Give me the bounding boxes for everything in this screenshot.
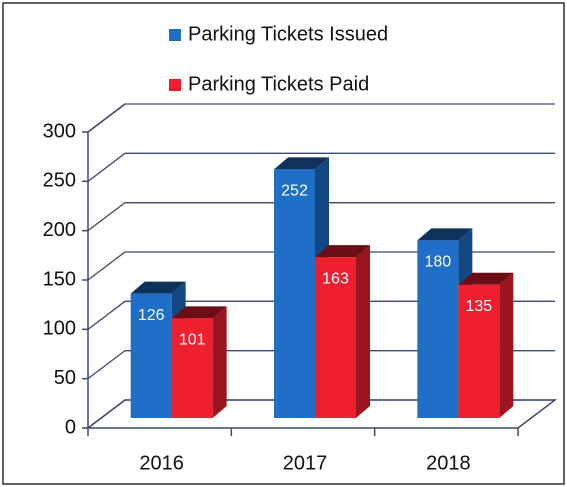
bar-front — [171, 318, 213, 418]
bar-top — [315, 245, 370, 258]
y-tick-label: 250 — [43, 170, 76, 192]
bar-side — [212, 306, 227, 418]
bar-top — [171, 306, 227, 319]
legend-swatch — [169, 79, 181, 91]
bar-front — [274, 169, 315, 418]
value-label: 101 — [179, 332, 206, 349]
y-tick-label: 150 — [43, 268, 76, 290]
x-tick-label: 2016 — [139, 452, 184, 474]
value-label: 126 — [138, 307, 165, 324]
x-tick-label: 2017 — [283, 452, 328, 474]
y-tick-label: 0 — [65, 416, 76, 438]
bar — [315, 245, 370, 418]
bar-top — [417, 228, 473, 241]
y-tick-label: 100 — [43, 318, 76, 340]
grid-line — [87, 103, 555, 133]
y-tick-label: 200 — [43, 219, 76, 241]
bar-front — [315, 257, 356, 418]
bar-front — [417, 240, 459, 418]
value-label: 252 — [281, 183, 308, 200]
grid-line — [87, 152, 555, 182]
bar — [458, 272, 514, 418]
grid-line — [87, 202, 555, 232]
value-label: 163 — [322, 270, 349, 287]
bar-side — [356, 245, 370, 418]
value-label: 135 — [465, 298, 492, 315]
bar-top — [130, 281, 186, 294]
bar-front — [458, 284, 500, 418]
legend-label: Parking Tickets Issued — [188, 23, 388, 45]
value-label: 180 — [424, 254, 451, 271]
grid-line — [87, 350, 555, 380]
bar-top — [458, 272, 514, 285]
legend-label: Parking Tickets Paid — [188, 73, 369, 95]
bar-front — [130, 293, 172, 418]
x-tick-label: 2018 — [426, 452, 471, 474]
y-tick-label: 300 — [43, 120, 76, 142]
y-tick-label: 50 — [54, 367, 76, 389]
bar — [171, 306, 227, 418]
legend-swatch — [169, 29, 181, 41]
grid-line — [87, 300, 555, 330]
grid-line — [87, 399, 555, 429]
grid-line — [87, 251, 555, 281]
bar-side — [499, 272, 514, 418]
bar-top — [274, 157, 329, 170]
